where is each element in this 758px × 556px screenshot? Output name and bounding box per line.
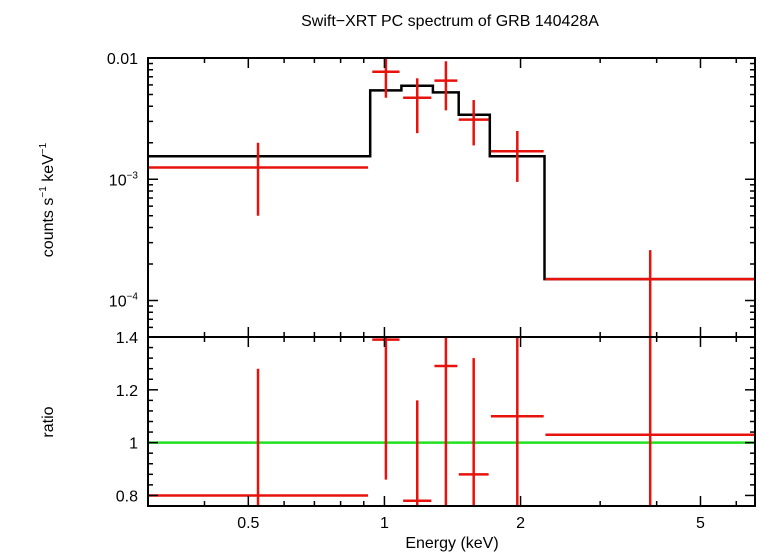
ratio-point-1 xyxy=(148,368,369,506)
spectrum-y-tick-label-2: 10−3 xyxy=(109,170,139,189)
spectrum-frame xyxy=(147,57,756,338)
spectrum-point-6 xyxy=(490,130,544,182)
ratio-point-2 xyxy=(372,337,400,480)
model-step-line xyxy=(148,84,755,281)
ratio-point-4 xyxy=(434,337,458,506)
ylabel-exp-1: −1 xyxy=(38,186,49,198)
spectrum-point-1 xyxy=(148,142,369,216)
ratio-y-tick-label-3: 1.2 xyxy=(116,383,138,400)
ratio-y-tick-label-2: 1 xyxy=(129,436,138,453)
x-tick-label-2: 1 xyxy=(380,515,389,532)
ratio-y-tick-label-4: 1.4 xyxy=(116,330,138,347)
ratio-panel xyxy=(147,336,756,507)
ylabel-exp-2: −1 xyxy=(38,142,49,154)
spectrum-y-tick-label-1: 0.01 xyxy=(107,51,138,68)
spectrum-point-2 xyxy=(372,58,400,98)
chart-title: Swift−XRT PC spectrum of GRB 140428A xyxy=(301,13,599,30)
spectrum-y-axis-title: counts s−1 keV−1 xyxy=(38,142,57,257)
ylabel-counts: counts s xyxy=(40,198,57,258)
ratio-y-axis-title: ratio xyxy=(40,406,57,437)
x-tick-label-4: 5 xyxy=(696,515,705,532)
ratio-point-6 xyxy=(490,337,544,506)
ratio-point-5 xyxy=(458,358,489,506)
ylabel-kev: keV xyxy=(40,154,57,186)
spectrum-panel xyxy=(147,57,756,338)
spectrum-point-7 xyxy=(545,250,755,337)
x-tick-label-1: 0.5 xyxy=(237,515,259,532)
ratio-point-3 xyxy=(403,400,432,506)
ratio-y-tick-label-1: 0.8 xyxy=(116,488,138,505)
spectrum-y-tick-label-3: 10−4 xyxy=(109,292,139,311)
spectrum-point-4 xyxy=(434,61,458,111)
ratio-point-7 xyxy=(545,337,755,506)
spectrum-point-5 xyxy=(458,100,489,146)
svg-text:counts s−1 keV−1: counts s−1 keV−1 xyxy=(38,142,57,257)
spectrum-point-3 xyxy=(403,78,432,134)
ratio-frame xyxy=(147,336,756,507)
x-tick-label-3: 2 xyxy=(516,515,525,532)
x-axis-title: Energy (keV) xyxy=(405,535,498,552)
